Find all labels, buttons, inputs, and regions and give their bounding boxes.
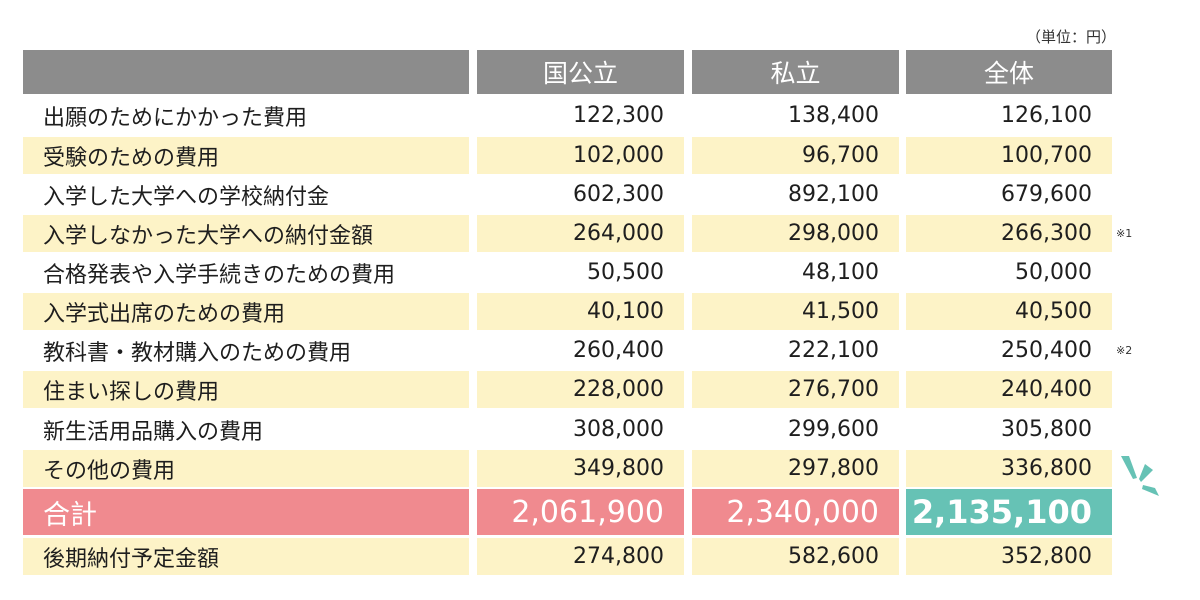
row-value-private: 299,600 [788,417,879,442]
row-value-national-public: 102,000 [477,137,684,174]
row-value-national-public: 122,300 [573,103,664,128]
total-value-private: 2,340,000 [692,489,899,535]
row-value-private: 138,400 [788,103,879,128]
row-value-national-public: 308,000 [573,417,664,442]
row-label: その他の費用 [23,450,469,487]
row-value-overall: 50,000 [1015,260,1092,285]
row-value-overall: 126,100 [1001,103,1092,128]
total-label: 合計 [23,489,469,535]
row-value-private: 222,100 [788,338,879,363]
row-value-overall: 250,400 [1001,338,1092,363]
header-blank-cell [23,50,469,94]
row-value-overall: 336,800 [906,450,1112,487]
row-value-national-public: 228,000 [477,371,684,408]
row-value-private: 582,600 [692,538,899,575]
row-label: 受験のための費用 [23,137,469,174]
footnote-marker-2: ※2 [1116,344,1133,357]
row-value-national-public: 260,400 [573,338,664,363]
row-value-overall: 100,700 [906,137,1112,174]
footnote-marker-1: ※1 [1116,227,1133,240]
row-value-overall: 240,400 [906,371,1112,408]
header-overall: 全体 [906,50,1112,94]
header-private: 私立 [692,50,899,94]
row-value-national-public: 274,800 [477,538,684,575]
row-value-national-public: 602,300 [573,182,664,207]
row-label: 教科書・教材購入のための費用 [43,340,352,366]
total-value-overall: 2,135,100 [906,489,1112,535]
row-value-private: 96,700 [692,137,899,174]
header-national-public: 国公立 [477,50,684,94]
row-label: 新生活用品購入の費用 [43,419,264,445]
row-value-private: 297,800 [692,450,899,487]
row-value-overall: 305,800 [1001,417,1092,442]
row-label: 入学した大学への学校納付金 [43,184,330,210]
row-value-private: 298,000 [692,215,899,252]
total-value-national-public: 2,061,900 [477,489,684,535]
row-value-overall: 352,800 [906,538,1112,575]
row-label: 後期納付予定金額 [23,538,469,575]
row-label: 入学しなかった大学への納付金額 [23,215,469,252]
row-value-overall: 40,500 [906,293,1112,330]
row-value-national-public: 349,800 [477,450,684,487]
unit-label: （単位：円） [1026,28,1117,46]
row-value-private: 892,100 [788,182,879,207]
row-value-national-public: 50,500 [587,260,664,285]
row-label: 入学式出席のための費用 [23,293,469,330]
row-value-private: 48,100 [802,260,879,285]
row-value-national-public: 264,000 [477,215,684,252]
row-label: 出願のためにかかった費用 [43,105,308,131]
row-label: 住まい探しの費用 [23,371,469,408]
row-value-national-public: 40,100 [477,293,684,330]
row-value-private: 41,500 [692,293,899,330]
row-value-overall: 266,300 [906,215,1112,252]
row-value-overall: 679,600 [1001,182,1092,207]
row-value-private: 276,700 [692,371,899,408]
sparkle-accent-icon [1121,456,1159,496]
row-label: 合格発表や入学手続きのための費用 [43,262,396,288]
